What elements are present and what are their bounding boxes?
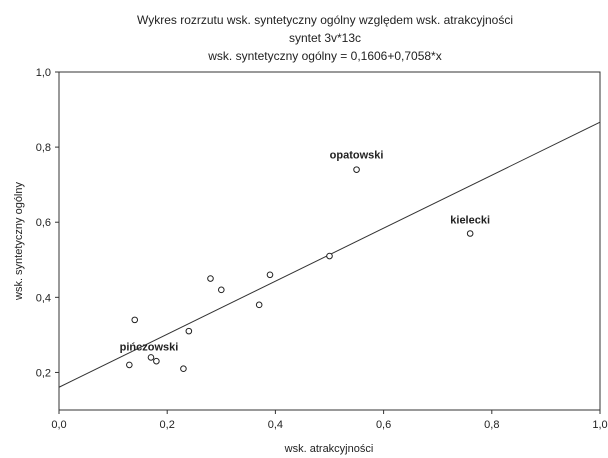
x-axis: 0,0 0,2 0,4 0,6 0,8 1,0 — [51, 410, 608, 431]
point-label: opatowski — [330, 150, 384, 162]
y-tick-label: 0,4 — [36, 292, 51, 304]
scatter-point — [153, 357, 160, 365]
point-label: kielecki — [450, 214, 490, 226]
x-tick-label: 0,4 — [268, 419, 283, 431]
scatter-point — [466, 230, 474, 237]
scatter-point — [266, 271, 274, 279]
scatter-point — [326, 252, 333, 260]
y-tick-label: 0,8 — [36, 142, 51, 154]
title-line-3: wsk. syntetyczny ogólny = 0,1606+0,7058*… — [207, 49, 441, 63]
scatter-point — [255, 301, 263, 309]
plot-area — [58, 71, 601, 411]
scatter-point — [218, 286, 225, 294]
scatter-point — [126, 361, 133, 369]
point-annotations: pińczowski opatowski kielecki — [120, 150, 490, 354]
y-tick-label: 0,2 — [36, 367, 51, 379]
scatter-point — [147, 354, 155, 361]
x-tick-label: 1,0 — [592, 419, 607, 431]
y-tick-label: 0,6 — [36, 217, 51, 229]
scatter-point — [185, 327, 193, 335]
y-axis: 0,2 0,4 0,6 0,8 1,0 — [36, 67, 59, 379]
x-tick-label: 0,2 — [160, 419, 175, 431]
scatter-point — [131, 316, 139, 324]
y-tick-label: 1,0 — [36, 67, 51, 79]
scatter-point — [353, 166, 360, 173]
x-axis-label: wsk. atrakcyjności — [284, 443, 374, 455]
x-tick-label: 0,6 — [376, 419, 391, 431]
title-line-1: Wykres rozrzutu wsk. syntetyczny ogólny … — [137, 13, 513, 27]
x-tick-label: 0,8 — [484, 419, 499, 431]
data-points — [126, 166, 474, 372]
scatter-point — [207, 275, 214, 282]
y-axis-label: wsk. syntetyczny ogólny — [13, 182, 25, 301]
x-tick-label: 0,0 — [51, 419, 66, 431]
title-line-2: syntet 3v*13c — [289, 31, 361, 45]
chart-title: Wykres rozrzutu wsk. syntetyczny ogólny … — [137, 13, 513, 63]
scatter-point — [180, 365, 187, 372]
point-label: pińczowski — [120, 341, 179, 353]
